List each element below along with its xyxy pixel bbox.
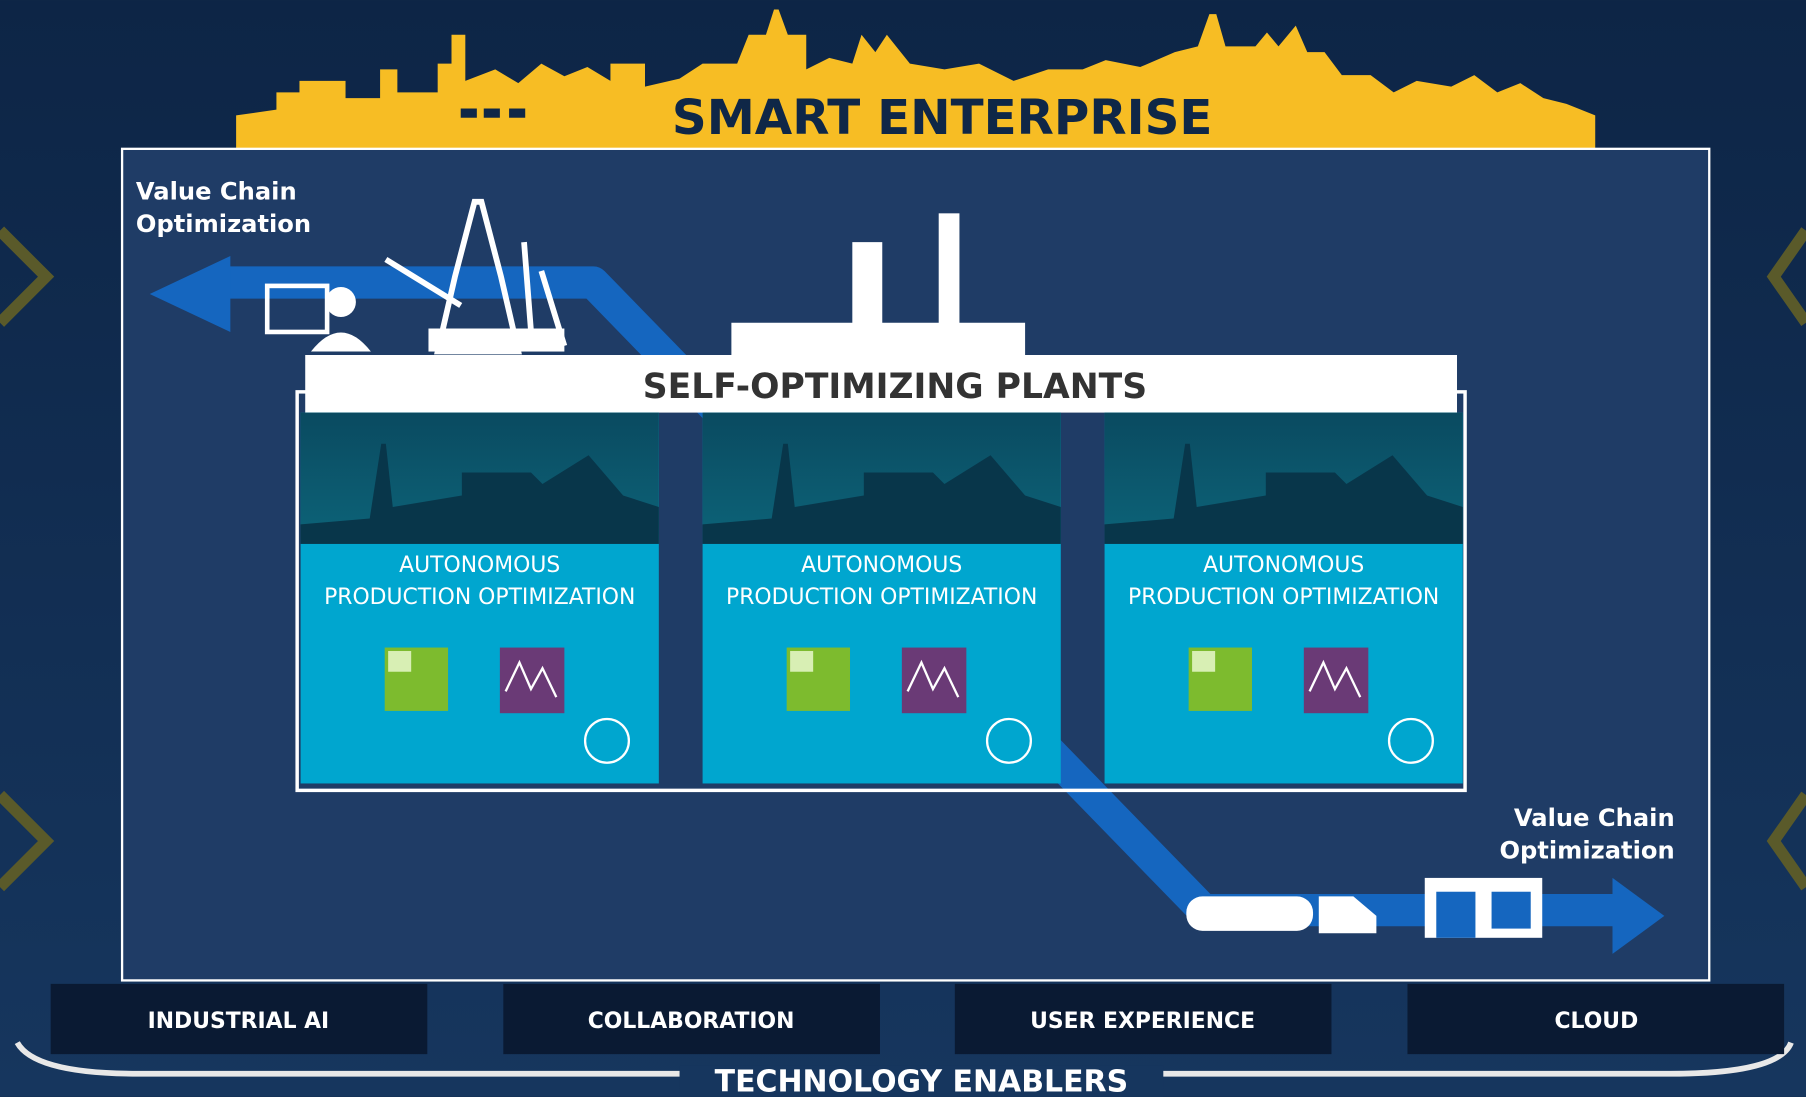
value-chain-label: Optimization: [136, 210, 311, 238]
value-chain-label: Value Chain: [136, 178, 297, 206]
workflow-icon-cell: [1192, 651, 1215, 672]
panel-label: AUTONOMOUS: [399, 553, 560, 578]
truck-tank: [1186, 896, 1313, 931]
skyline-window: [509, 109, 525, 118]
panel-label: AUTONOMOUS: [1203, 553, 1364, 578]
skyline-window: [484, 109, 500, 118]
panel-label: PRODUCTION OPTIMIZATION: [324, 585, 635, 610]
enablers-title: TECHNOLOGY ENABLERS: [715, 1064, 1129, 1097]
trend-icon: [1304, 648, 1369, 714]
panel-label: PRODUCTION OPTIMIZATION: [726, 585, 1037, 610]
panel-label: AUTONOMOUS: [801, 553, 962, 578]
oil-rig-deck: [428, 329, 564, 352]
trend-icon: [500, 648, 565, 714]
plants-title: SELF-OPTIMIZING PLANTS: [643, 367, 1147, 407]
panels: AUTONOMOUS PRODUCTION OPTIMIZATION AUTONOM…: [301, 413, 1463, 784]
refinery-base: [731, 323, 1025, 358]
enabler-label: COLLABORATION: [588, 1009, 795, 1034]
enabler-label: USER EXPERIENCE: [1030, 1009, 1255, 1034]
panel-label: PRODUCTION OPTIMIZATION: [1128, 585, 1439, 610]
page: SMART ENTERPRISE SELF-OPTIMIZING PLANTS …: [0, 0, 1806, 1097]
warehouse-door: [1492, 892, 1531, 929]
workflow-icon-cell: [388, 651, 411, 672]
value-chain-label: Value Chain: [1514, 804, 1675, 832]
skyline-window: [461, 109, 477, 118]
enabler-label: CLOUD: [1555, 1009, 1639, 1034]
analyst-head-icon: [326, 287, 356, 317]
enabler-label: INDUSTRIAL AI: [148, 1009, 330, 1034]
warehouse-door: [1436, 892, 1475, 938]
value-chain-label: Optimization: [1499, 836, 1674, 864]
header-title: SMART ENTERPRISE: [672, 90, 1213, 146]
workflow-icon-cell: [790, 651, 813, 672]
trend-icon: [902, 648, 967, 714]
